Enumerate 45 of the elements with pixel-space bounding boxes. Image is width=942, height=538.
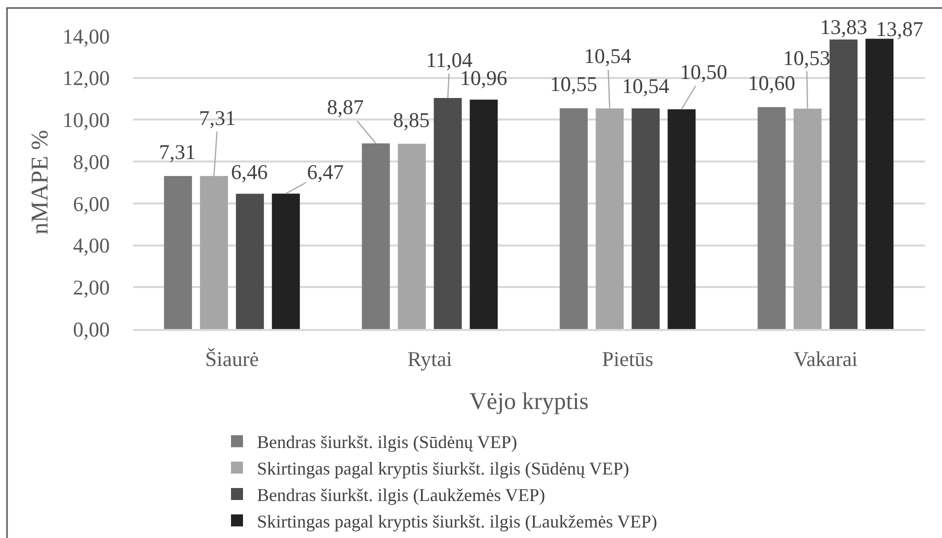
- y-tick-label: 12,00: [62, 66, 110, 90]
- bar: [236, 194, 264, 329]
- y-tick-label: 0,00: [73, 317, 110, 342]
- data-label: 10,54: [584, 44, 632, 68]
- data-label: 10,53: [783, 46, 830, 70]
- bar: [668, 109, 696, 329]
- x-tick-label: Vakarai: [793, 346, 858, 371]
- bar: [758, 107, 786, 329]
- bar: [164, 176, 192, 329]
- data-label: 8,85: [393, 108, 430, 132]
- legend-label: Bendras šiurkšt. ilgis (Sūdėnų VEP): [257, 432, 518, 452]
- bar: [362, 143, 390, 329]
- bar: [560, 108, 588, 329]
- x-tick-label: Šiaurė: [205, 346, 259, 371]
- x-tick-label: Pietūs: [602, 346, 654, 371]
- bar: [470, 100, 498, 329]
- data-label: 13,83: [820, 15, 868, 39]
- legend-label: Skirtingas pagal kryptis šiurkšt. ilgis (Laukžemės VEP): [257, 511, 658, 532]
- data-label: 7,31: [199, 106, 236, 130]
- data-label: 10,54: [622, 74, 670, 98]
- y-tick-label: 8,00: [73, 150, 110, 174]
- data-label: 10,55: [550, 72, 598, 96]
- data-label: 10,60: [748, 71, 796, 95]
- y-tick-label: 10,00: [62, 108, 110, 132]
- bar: [866, 38, 894, 329]
- legend-label: Bendras šiurkšt. ilgis (Laukžemės VEP): [257, 485, 546, 506]
- bar: [632, 108, 660, 329]
- x-tick-label: Rytai: [407, 346, 452, 371]
- data-label: 7,31: [159, 140, 196, 164]
- data-label: 10,50: [680, 60, 728, 84]
- data-label: 6,47: [307, 160, 344, 184]
- x-axis-title: Vėjo kryptis: [469, 388, 589, 415]
- y-axis-title: nMAPE %: [28, 130, 54, 234]
- y-tick-label: 2,00: [73, 275, 110, 300]
- bar: [272, 194, 300, 329]
- data-label: 13,87: [876, 17, 924, 41]
- legend-label: Skirtingas pagal kryptis šiurkšt. ilgis (Sūdėnų VEP): [257, 458, 630, 479]
- y-tick-label: 6,00: [73, 192, 110, 216]
- bar: [434, 98, 462, 329]
- bar: [398, 144, 426, 329]
- y-tick-label: 4,00: [73, 234, 110, 258]
- data-label: 6,46: [231, 160, 268, 184]
- y-tick-label: 14,00: [62, 24, 110, 48]
- data-label: 8,87: [327, 95, 364, 119]
- bar: [830, 40, 858, 329]
